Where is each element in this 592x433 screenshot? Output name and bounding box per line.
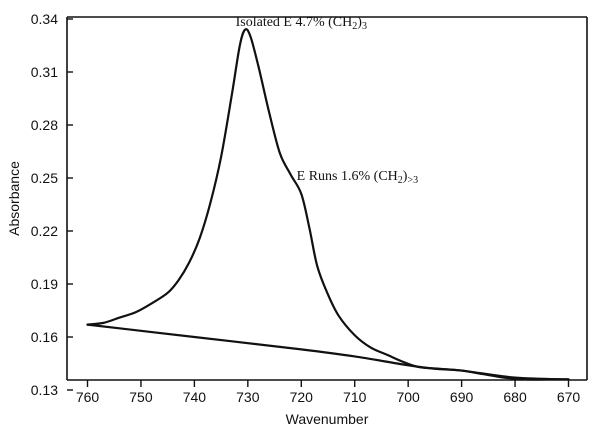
annotations: Isolated E 4.7% (CH2)3 E Runs 1.6% (CH2)>… [236,15,418,186]
x-tick-label: 670 [557,389,581,405]
x-tick-label: 710 [343,389,367,405]
x-tick-label: 700 [396,389,420,405]
x-axis-title: Wavenumber [286,411,369,427]
plot-area [66,16,588,381]
isolated-e-annotation: Isolated E 4.7% (CH2)3 [236,15,367,32]
x-tick-label: 760 [76,389,100,405]
y-axis-title: Absorbance [6,161,22,236]
y-tick-label: 0.19 [31,276,58,292]
x-tick-label: 730 [236,389,260,405]
x-axis-ticks: 760 750 740 730 720 710 700 690 680 670 [76,380,581,405]
y-tick-label: 0.16 [31,329,58,345]
x-tick-label: 690 [450,389,474,405]
y-tick-label: 0.13 [31,382,58,398]
e-runs-annotation: E Runs 1.6% (CH2)>3 [297,169,418,186]
x-tick-label: 680 [503,389,527,405]
baseline-line [86,323,570,381]
y-tick-label: 0.28 [31,117,58,133]
x-tick-label: 720 [290,389,314,405]
y-tick-label: 0.34 [31,11,58,27]
x-tick-label: 750 [129,389,153,405]
y-axis-ticks: 0.13 0.16 0.19 0.22 0.25 0.28 0.31 0.34 [31,11,73,398]
y-tick-label: 0.25 [31,170,58,186]
series-group [86,28,570,381]
y-tick-label: 0.22 [31,223,58,239]
y-tick-label: 0.31 [31,64,58,80]
x-tick-label: 740 [183,389,207,405]
absorbance-spectrum-line [86,28,570,381]
